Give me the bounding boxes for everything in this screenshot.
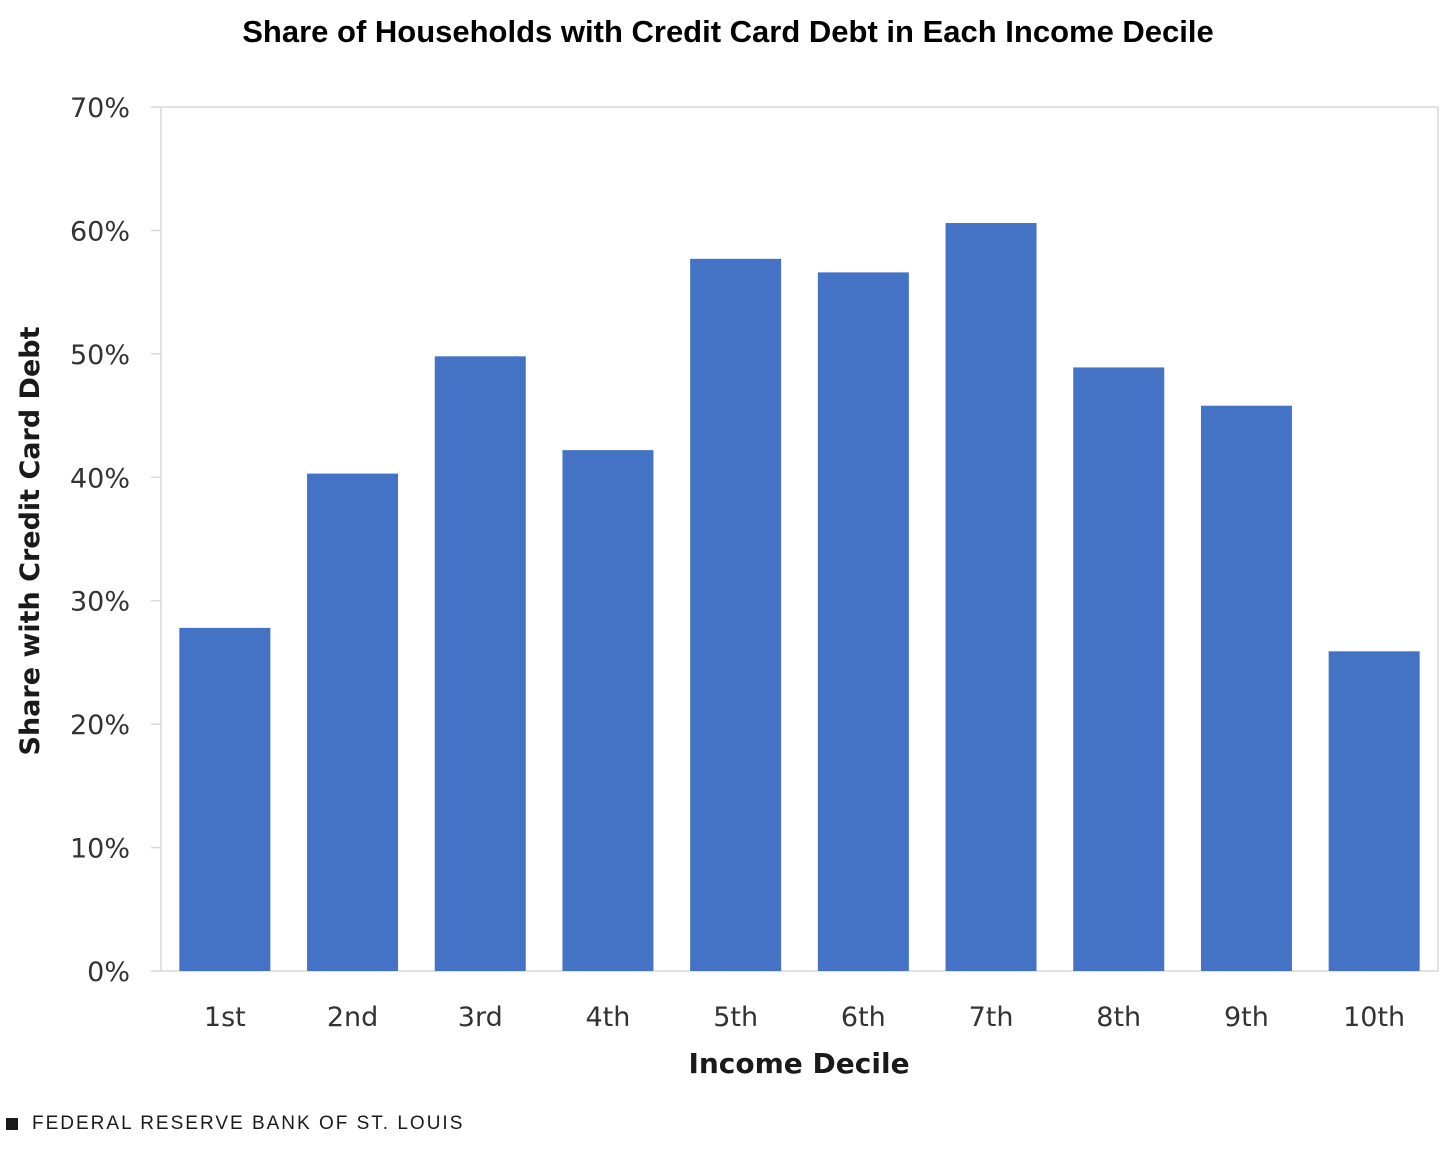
x-tick-label: 8th — [1096, 1002, 1141, 1033]
footer-source: FEDERAL RESERVE BANK OF ST. LOUIS — [6, 1110, 464, 1138]
x-tick-label: 4th — [586, 1002, 631, 1033]
bar — [817, 272, 909, 971]
y-tick-label: 50% — [70, 340, 130, 371]
bar — [179, 627, 271, 971]
y-tick-label: 0% — [87, 957, 130, 988]
bar — [1328, 651, 1420, 971]
bar — [1073, 367, 1165, 971]
x-tick-label: 7th — [969, 1002, 1014, 1033]
bar — [945, 223, 1037, 972]
y-tick-label: 60% — [70, 216, 130, 247]
bar — [1200, 405, 1292, 971]
y-tick-label: 20% — [70, 710, 130, 741]
x-tick-label: 2nd — [327, 1002, 378, 1033]
x-tick-label: 9th — [1224, 1002, 1269, 1033]
x-tick-label: 3rd — [458, 1002, 503, 1033]
plot-frame — [160, 106, 1439, 972]
square-icon — [6, 1118, 18, 1130]
x-axis-label: Income Decile — [688, 1047, 909, 1080]
y-tick-label: 10% — [70, 834, 130, 865]
y-tick-label: 40% — [70, 463, 130, 494]
footer-source-text: FEDERAL RESERVE BANK OF ST. LOUIS — [32, 1113, 465, 1134]
y-tick-label: 30% — [70, 587, 130, 618]
bar — [690, 258, 782, 971]
bar — [307, 473, 399, 971]
x-tick-label: 10th — [1343, 1002, 1405, 1033]
chart-title: Share of Households with Credit Card Deb… — [242, 14, 1214, 49]
x-tick-label: 6th — [841, 1002, 886, 1033]
y-axis-label: Share with Credit Card Debt — [15, 326, 46, 755]
y-tick-label: 70% — [70, 93, 130, 124]
x-tick-label: 5th — [713, 1002, 758, 1033]
x-tick-label: 1st — [204, 1002, 246, 1033]
bar — [562, 450, 654, 971]
bar — [434, 356, 526, 972]
